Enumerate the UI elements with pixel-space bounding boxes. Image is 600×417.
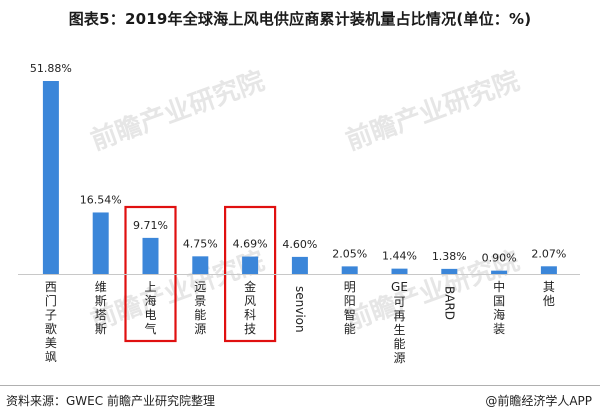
category-label: 金风科技 (244, 279, 256, 336)
category-label: 远景能源 (194, 280, 206, 336)
category-label: 上海电气 (144, 280, 156, 336)
source-note: 资料来源：GWEC 前瞻产业研究院整理 (6, 394, 215, 408)
bar-value-label: 4.69% (233, 238, 268, 251)
bar (291, 256, 308, 274)
bar (242, 256, 259, 274)
bar-layer (42, 81, 557, 274)
bar (540, 266, 557, 274)
bar-value-label: 4.75% (183, 237, 218, 250)
category-label: BARD (442, 286, 456, 320)
category-label: GE 可再生能源 (391, 280, 408, 365)
bar-value-label: 51.88% (30, 62, 72, 75)
bar (42, 81, 59, 274)
category-label: 西门子歌美飒 (45, 280, 57, 364)
category-label-layer: 西门子歌美飒 维斯塔斯 上海电气 远景能源 金风科技 senvion 明阳智能 GE 可再生能源… (45, 279, 555, 365)
bar (192, 256, 209, 274)
category-label: 维斯塔斯 (95, 280, 107, 336)
bar (391, 268, 408, 274)
watermark-text: 前瞻产业研究院 (87, 65, 269, 156)
bar (491, 270, 508, 274)
bar-value-label: 1.38% (432, 250, 467, 263)
bar (441, 268, 458, 274)
bar-value-label: 1.44% (382, 250, 417, 263)
bar-value-label: 16.54% (80, 193, 122, 206)
category-label: 其他 (543, 280, 555, 308)
bar-value-label: 4.60% (282, 238, 317, 251)
bar (341, 266, 358, 274)
bar (142, 237, 159, 274)
bar-value-label: 0.90% (482, 252, 517, 265)
category-label: 中国海装 (493, 279, 505, 336)
category-label: senvion (293, 286, 307, 333)
chart-title: 图表5：2019年全球海上风电供应商累计装机量占比情况(单位：%) (68, 10, 532, 28)
credit-note: @前瞻经济学人APP (485, 394, 592, 408)
bar-value-label: 2.05% (332, 247, 367, 260)
bar (92, 212, 109, 274)
value-label-layer: 51.88% 16.54% 9.71% 4.75% 4.69% 4.60% 2.05% 1.4… (30, 62, 566, 265)
footer-divider (0, 385, 600, 386)
category-label: 明阳智能 (344, 280, 356, 336)
watermark-text: 前瞻产业研究院 (87, 245, 269, 336)
bar-value-label: 2.07% (531, 247, 566, 260)
bar-value-label: 9.71% (133, 219, 168, 232)
watermark-text: 前瞻产业研究院 (342, 65, 524, 156)
